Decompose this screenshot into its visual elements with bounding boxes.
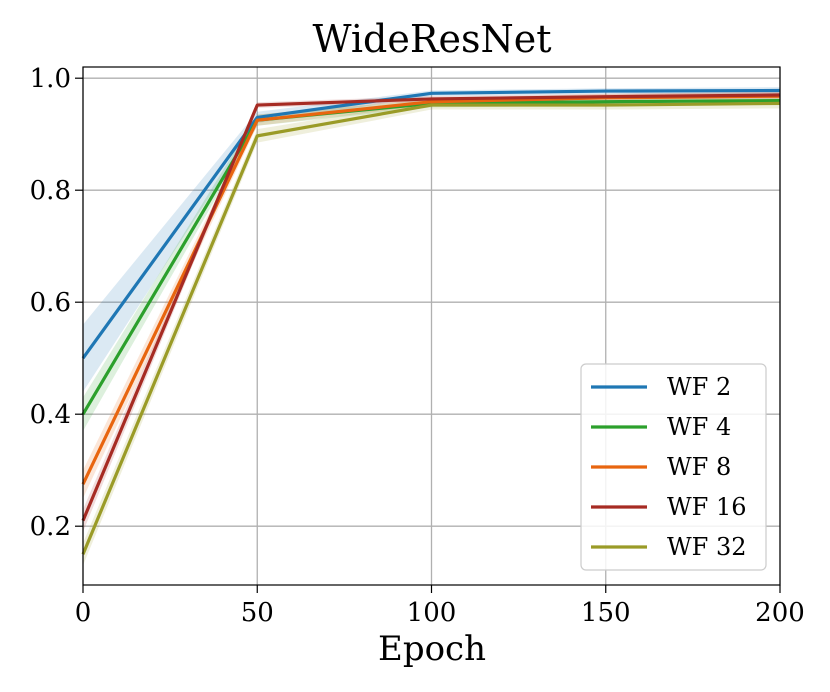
line-series-1 [81,88,781,360]
y-tick-label: 0.8 [30,176,71,206]
x-axis-label: Epoch [378,629,486,669]
x-tick-label: 50 [241,598,274,628]
series-lines [81,88,781,555]
x-tick-label: 0 [75,598,92,628]
x-tick-label: 200 [755,598,805,628]
legend-label: WF 16 [667,493,747,521]
y-tick-label: 0.4 [30,400,71,430]
legend-label: WF 2 [667,373,731,401]
legend-box [580,363,767,571]
y-tick-label: 0.6 [30,288,71,318]
x-axis-ticks: 0 50 100 150 200 [75,585,805,628]
y-tick-label: 1.0 [30,64,71,94]
chart-title: WideResNet [313,17,552,61]
legend-label: WF 4 [667,413,731,441]
x-tick-label: 100 [407,598,457,628]
y-tick-label: 0.2 [30,512,71,542]
line-series-4 [81,93,781,522]
legend-label: WF 32 [667,533,747,561]
legend-label: WF 8 [667,453,731,481]
y-axis-ticks: 0.2 0.4 0.6 0.8 1.0 [30,64,83,542]
line-series-2 [81,99,781,416]
legend: WF 2 WF 4 WF 8 WF 16 WF 32 [580,363,767,571]
line-series-5 [81,101,781,555]
x-tick-label: 150 [581,598,631,628]
